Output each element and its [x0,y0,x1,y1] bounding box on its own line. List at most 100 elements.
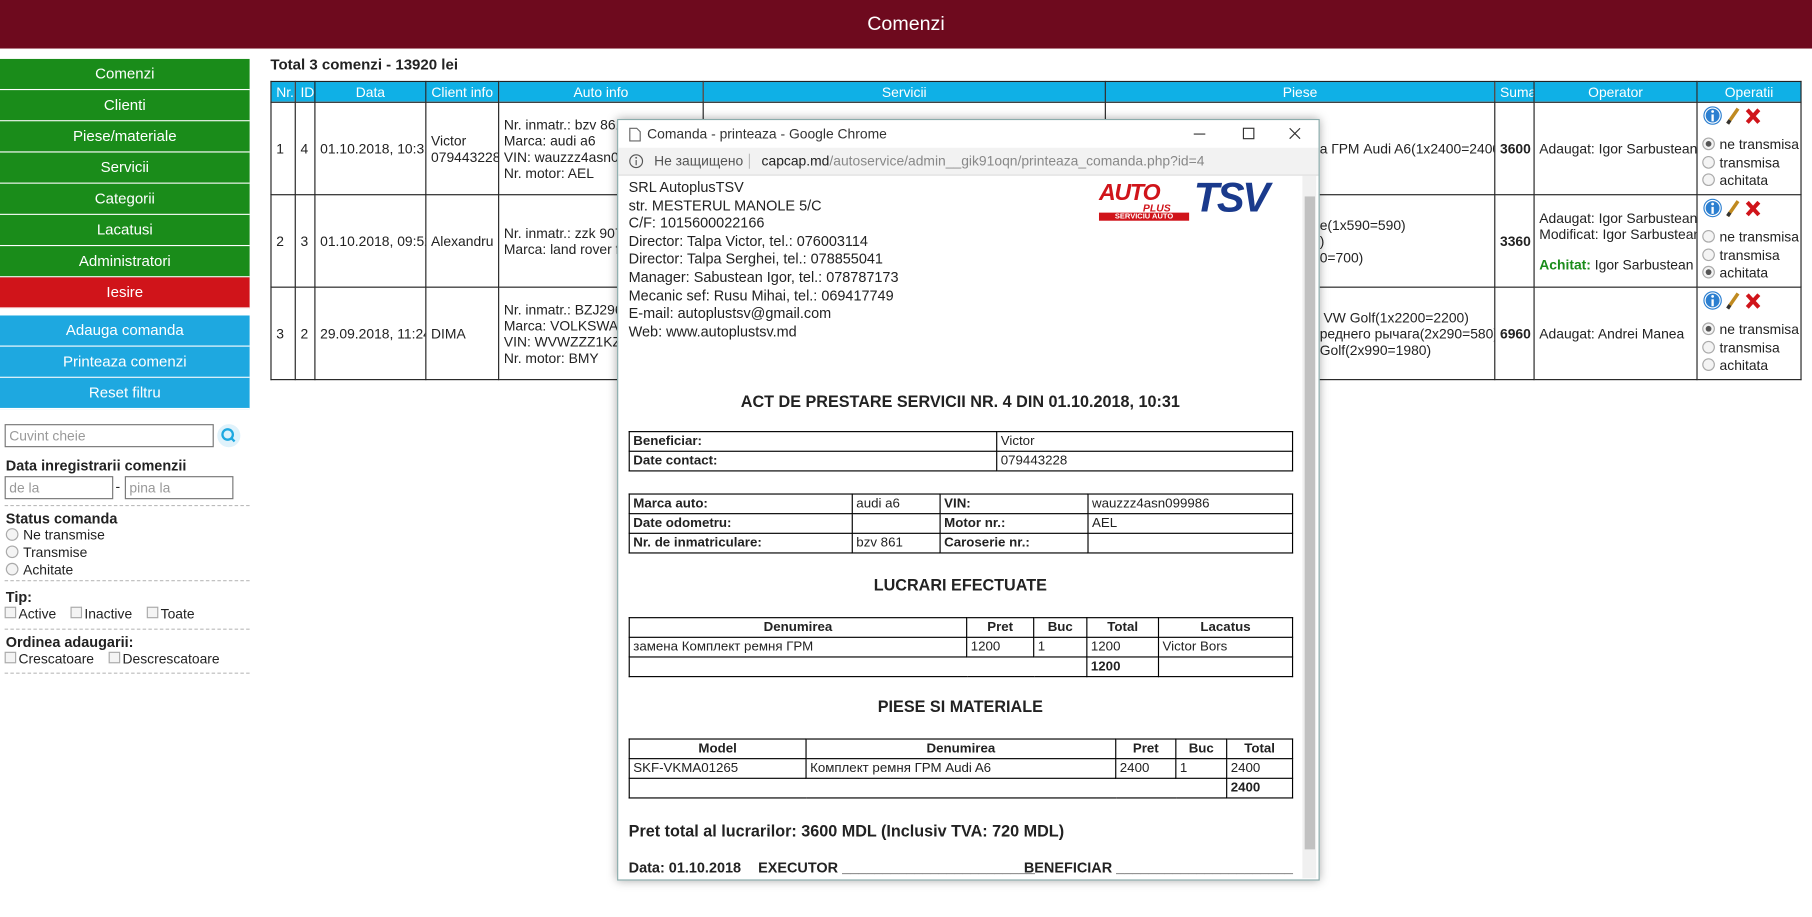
checkbox-option[interactable]: Crescatoare [4,651,94,667]
table-cell: SKF-VKMA01265 [628,758,807,779]
security-label[interactable]: Не защищено [654,152,744,169]
status-option[interactable]: transmisa [1702,339,1796,357]
delete-button[interactable] [1745,108,1761,124]
table-cell: Date odometru: [628,513,853,534]
company-line: Web: www.autoplustsv.md [628,323,797,340]
radio[interactable] [1702,173,1715,187]
cell-id: 3 [294,194,316,288]
text-input[interactable]: pina la [124,476,234,500]
divider [4,672,250,674]
radio[interactable] [5,528,19,541]
page-icon [629,127,641,142]
edit-button[interactable] [1726,200,1740,218]
logo-auto: AUTO [1098,180,1161,206]
radio[interactable] [5,545,19,559]
radio[interactable] [1702,358,1715,371]
address-bar [618,147,1319,176]
table-row: Date contact: 079443228 [628,450,1294,472]
paid-label: Achitat: [1539,255,1591,273]
company-line: SRL AutoplusTSV [628,179,744,196]
text-input[interactable]: de la [4,476,114,500]
edit-button[interactable] [1726,292,1740,310]
table-cell: замена Комплект ремня ГРМ [628,636,968,658]
scroll-thumb[interactable] [1304,196,1316,850]
search-button[interactable] [217,424,241,448]
status-option[interactable]: ne transmisa [1702,229,1799,247]
menu-button[interactable]: Administratori [0,246,250,278]
status-option[interactable]: achitata [1702,265,1796,283]
menu-button[interactable]: Iesire [0,277,250,309]
beneficiary-table: Beneficiar: Victor Date contact: 079443228 [628,431,1294,472]
delete-button[interactable] [1745,200,1761,217]
table-header: Total [1226,738,1294,760]
column-header: Servicii [702,80,1106,103]
status-option[interactable]: transmisa [1702,154,1796,172]
delete-button[interactable] [1745,293,1761,309]
url[interactable]: capcap.md/autoservice/admin__gik91oqn/pr… [762,153,1205,169]
status-label: transmisa [1719,339,1780,356]
status-option[interactable]: ne transmisa [1702,136,1799,154]
radio[interactable] [1702,229,1715,243]
menu-button[interactable]: Servicii [0,152,250,184]
checkbox-option[interactable]: Active [4,606,56,622]
status-option[interactable]: achitata [1702,172,1796,190]
radio-option[interactable]: Achitate [5,562,73,578]
status-option[interactable]: ne transmisa [1702,321,1799,339]
checkbox[interactable] [70,606,83,619]
window-controls[interactable] [1190,125,1311,143]
radio-option[interactable]: Transmise [5,544,87,560]
table-cell [1087,532,1294,554]
menu-button[interactable]: Lacatusi [0,214,250,247]
info-button[interactable] [1703,291,1722,310]
cell-line: VW Golf(1x2200=2200) [1319,309,1469,326]
filter-label: Status comanda [5,510,118,527]
table-cell: Victor Bors [1157,636,1294,658]
table-row: Beneficiar: Victor [628,431,1294,452]
edit-button[interactable] [1726,107,1740,125]
table-row: замена Комплект ремня ГРМ 1200 1 1200 Victor… [628,636,1294,658]
status-option[interactable]: transmisa [1702,247,1796,265]
radio[interactable] [1702,340,1715,354]
total-cell: 2400 [1226,777,1294,799]
info-button[interactable] [1703,106,1722,125]
checkbox-option[interactable]: Toate [146,606,195,622]
checkbox[interactable] [4,651,17,664]
header-row: Model Denumirea Pret Buc Total [628,738,1294,760]
table-row: Nr. de inmatriculare: bzv 861 Caroserie nr… [628,532,1294,554]
checkbox[interactable] [108,651,121,664]
checkbox-option[interactable]: Descrescatoare [108,651,220,667]
table-cell: 1 [1033,636,1088,658]
radio[interactable] [1702,322,1715,336]
menu-button[interactable]: Categorii [0,183,250,215]
cell-line: Nr. inmatr.: BZJ296 [503,301,623,318]
column-header: Nr. [270,80,296,103]
radio[interactable] [1702,265,1715,279]
menu-button[interactable]: Piese/materiale [0,121,250,153]
action-button[interactable]: Printeaza comenzi [0,346,250,378]
checkbox[interactable] [4,606,17,619]
radio[interactable] [5,562,19,576]
radio[interactable] [1702,155,1715,169]
table-cell: bzv 861 [851,532,941,554]
print-window: Comanda - printeaza - Google Chrome Не з… [617,119,1320,881]
cell-line: Modificat: Igor Sarbustean [1539,225,1698,243]
table-cell: Marca auto: [628,493,853,515]
menu-button[interactable]: Clienti [0,90,250,122]
filter-label: Ordinea adaugarii: [5,634,134,651]
action-button[interactable]: Reset filtru [0,377,250,410]
radio[interactable] [1702,247,1715,261]
text-input[interactable]: Cuvint cheie [4,424,214,448]
info-icon[interactable] [629,154,644,169]
cell-line: Golf(2x990=1980) [1319,341,1432,358]
radio-option[interactable]: Ne transmise [5,527,105,543]
status-option[interactable]: achitata [1702,357,1796,375]
cell-date: 01.10.2018, 10:31 [314,101,427,196]
radio[interactable] [1702,137,1715,151]
info-button[interactable] [1703,198,1722,218]
checkbox[interactable] [146,606,159,619]
menu-button[interactable]: Comenzi [0,58,250,91]
action-button[interactable]: Adauga comanda [0,315,250,347]
table-header: Buc [1033,617,1088,638]
table-cell: Victor [996,431,1294,452]
checkbox-option[interactable]: Inactive [70,606,132,622]
